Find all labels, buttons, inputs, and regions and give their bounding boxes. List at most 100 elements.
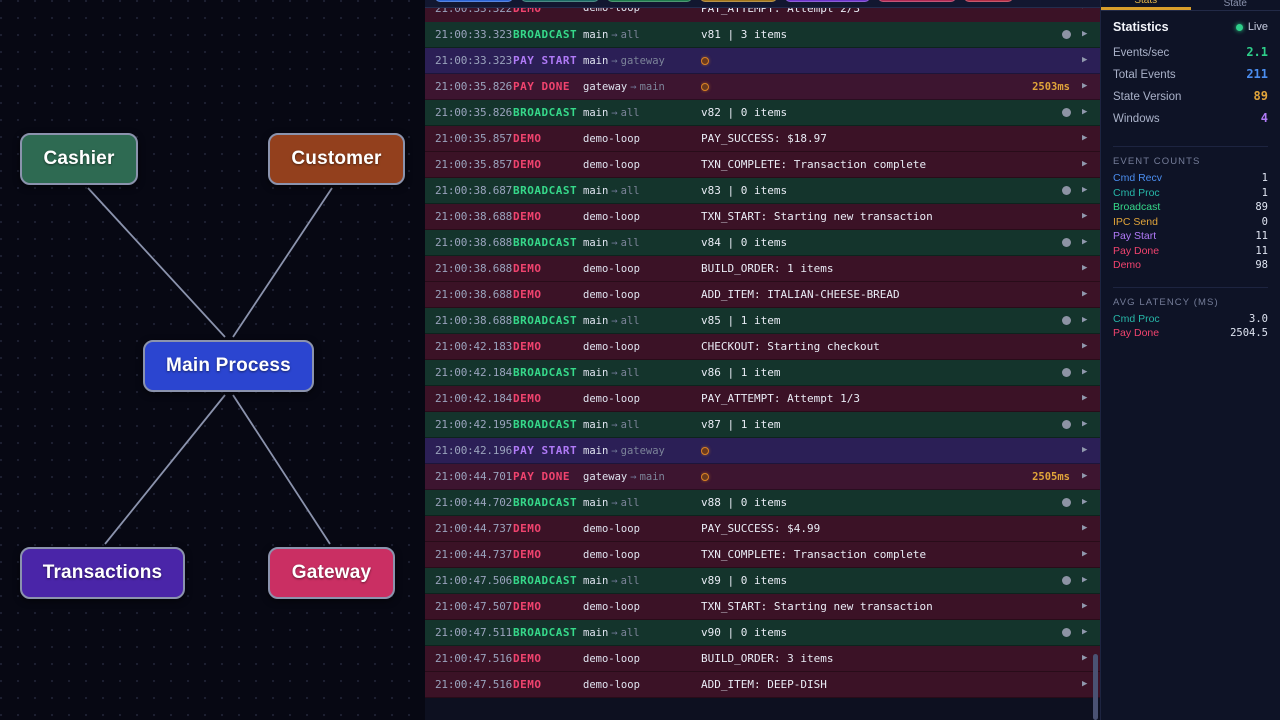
event-log-row[interactable]: 21:00:38.688 DEMO demo-loop BUILD_ORDER: 1 … bbox=[425, 256, 1100, 282]
expand-row-icon[interactable]: ▶ bbox=[1082, 107, 1088, 117]
event-log-row[interactable]: 21:00:42.195 BROADCAST main → all v87 | 1 ite… bbox=[425, 412, 1100, 438]
filter-chip-demo[interactable]: DEMO bbox=[964, 0, 1014, 2]
filter-chip-broadcast[interactable]: BROADCAST bbox=[606, 0, 692, 2]
event-log-row[interactable]: 21:00:33.323 BROADCAST main → all v81 | 3 ite… bbox=[425, 22, 1100, 48]
event-log-row[interactable]: 21:00:35.826 PAY DONE gateway → main 2503ms ▶ bbox=[425, 74, 1100, 100]
event-log-row[interactable]: 21:00:38.688 DEMO demo-loop ADD_ITEM: ITALI… bbox=[425, 282, 1100, 308]
expand-row-icon[interactable]: ▶ bbox=[1082, 549, 1088, 559]
expand-row-icon[interactable]: ▶ bbox=[1082, 341, 1088, 351]
latency-metric: Pay Done 2504.5 bbox=[1113, 327, 1268, 342]
event-log-row[interactable]: 21:00:38.687 BROADCAST main → all v83 | 0 ite… bbox=[425, 178, 1100, 204]
topology-node-customer[interactable]: Customer bbox=[268, 133, 405, 185]
log-scrollbar-thumb[interactable] bbox=[1093, 654, 1098, 720]
filter-chip-group[interactable]: CMD RECV CMD PROC BROADCAST IPC SEND PAY STA… bbox=[435, 0, 1014, 2]
event-log-row[interactable]: 21:00:47.516 DEMO demo-loop ADD_ITEM: DEEP-… bbox=[425, 672, 1100, 698]
event-log-row[interactable]: 21:00:47.507 DEMO demo-loop TXN_START: Star… bbox=[425, 594, 1100, 620]
filter-chip-cmd-proc[interactable]: CMD PROC bbox=[520, 0, 599, 2]
tab-stats[interactable]: Stats bbox=[1101, 0, 1191, 10]
event-log-row[interactable]: 21:00:33.323 PAY START main → gateway ▶ bbox=[425, 48, 1100, 74]
expand-row-icon[interactable]: ▶ bbox=[1082, 55, 1088, 65]
event-kind-badge: DEMO bbox=[513, 340, 542, 353]
state-snapshot-icon[interactable] bbox=[1062, 420, 1071, 429]
filter-chip-ipc-send[interactable]: IPC SEND bbox=[699, 0, 778, 2]
expand-row-icon[interactable]: ▶ bbox=[1082, 263, 1088, 273]
expand-row-icon[interactable]: ▶ bbox=[1082, 185, 1088, 195]
expand-row-icon[interactable]: ▶ bbox=[1082, 133, 1088, 143]
state-snapshot-icon[interactable] bbox=[1062, 576, 1071, 585]
state-snapshot-icon[interactable] bbox=[1062, 628, 1071, 637]
state-snapshot-icon[interactable] bbox=[1062, 498, 1071, 507]
event-log-row[interactable]: 21:00:33.322 DEMO demo-loop PAY_ATTEMPT: At… bbox=[425, 8, 1100, 22]
expand-row-icon[interactable]: ▶ bbox=[1082, 523, 1088, 533]
expand-row-icon[interactable]: ▶ bbox=[1082, 81, 1088, 91]
state-snapshot-icon[interactable] bbox=[1062, 30, 1071, 39]
event-log-row[interactable]: 21:00:42.184 DEMO demo-loop PAY_ATTEMPT: At… bbox=[425, 386, 1100, 412]
event-count-value: 98 bbox=[1255, 259, 1268, 271]
event-log-row[interactable]: 21:00:35.826 BROADCAST main → all v82 | 0 ite… bbox=[425, 100, 1100, 126]
expand-row-icon[interactable]: ▶ bbox=[1082, 29, 1088, 39]
expand-row-icon[interactable]: ▶ bbox=[1082, 237, 1088, 247]
event-log-row[interactable]: 21:00:42.184 BROADCAST main → all v86 | 1 ite… bbox=[425, 360, 1100, 386]
summary-metric: Windows 4 bbox=[1113, 111, 1268, 133]
state-snapshot-icon[interactable] bbox=[1062, 368, 1071, 377]
payment-coin-icon bbox=[701, 447, 709, 455]
summary-metrics-list: Events/sec 2.1 Total Events 211 State Versio… bbox=[1113, 45, 1268, 133]
expand-row-icon[interactable]: ▶ bbox=[1082, 289, 1088, 299]
event-log-rows[interactable]: 21:00:33.322 DEMO demo-loop PAY_ATTEMPT: At… bbox=[425, 8, 1100, 720]
expand-row-icon[interactable]: ▶ bbox=[1082, 393, 1088, 403]
event-log-row[interactable]: 21:00:38.688 DEMO demo-loop TXN_START: Star… bbox=[425, 204, 1100, 230]
event-route: main → all bbox=[583, 184, 640, 197]
expand-row-icon[interactable]: ▶ bbox=[1082, 575, 1088, 585]
expand-row-icon[interactable]: ▶ bbox=[1082, 627, 1088, 637]
process-topology-canvas[interactable]: Cashier Customer Main Process Transactions G… bbox=[0, 0, 425, 720]
topology-node-cashier[interactable]: Cashier bbox=[20, 133, 138, 185]
event-route: demo-loop bbox=[583, 158, 640, 171]
topology-node-gateway[interactable]: Gateway bbox=[268, 547, 395, 599]
expand-row-icon[interactable]: ▶ bbox=[1082, 8, 1094, 11]
filter-chip-pay-done[interactable]: PAY DONE bbox=[878, 0, 957, 2]
expand-row-icon[interactable]: ▶ bbox=[1082, 445, 1088, 455]
state-snapshot-icon[interactable] bbox=[1062, 316, 1071, 325]
event-kind-badge: DEMO bbox=[513, 548, 542, 561]
event-log-row[interactable]: 21:00:42.196 PAY START main → gateway ▶ bbox=[425, 438, 1100, 464]
filter-chip-pay-start[interactable]: PAY START bbox=[785, 0, 871, 2]
event-kind-badge: PAY START bbox=[513, 444, 578, 457]
filter-chip-cmd-recv[interactable]: CMD RECV bbox=[435, 0, 513, 2]
state-snapshot-icon[interactable] bbox=[1062, 238, 1071, 247]
expand-row-icon[interactable]: ▶ bbox=[1082, 367, 1088, 377]
expand-row-icon[interactable]: ▶ bbox=[1082, 471, 1088, 481]
event-filter-bar[interactable]: CMD RECV CMD PROC BROADCAST IPC SEND PAY STA… bbox=[425, 0, 1100, 8]
expand-row-icon[interactable]: ▶ bbox=[1082, 653, 1088, 663]
event-log-row[interactable]: 21:00:47.511 BROADCAST main → all v90 | 0 ite… bbox=[425, 620, 1100, 646]
event-log-row[interactable]: 21:00:44.737 DEMO demo-loop PAY_SUCCESS: $4… bbox=[425, 516, 1100, 542]
event-log-row[interactable]: 21:00:38.688 BROADCAST main → all v84 | 0 ite… bbox=[425, 230, 1100, 256]
expand-row-icon[interactable]: ▶ bbox=[1082, 601, 1088, 611]
tab-state[interactable]: State bbox=[1223, 0, 1247, 9]
event-log-row[interactable]: 21:00:42.183 DEMO demo-loop CHECKOUT: Start… bbox=[425, 334, 1100, 360]
expand-row-icon[interactable]: ▶ bbox=[1082, 679, 1088, 689]
state-snapshot-icon[interactable] bbox=[1062, 108, 1071, 117]
event-log-row[interactable]: 21:00:35.857 DEMO demo-loop PAY_SUCCESS: $1… bbox=[425, 126, 1100, 152]
event-payload: PAY_ATTEMPT: Attempt 1/3 bbox=[701, 392, 860, 405]
log-scrollbar[interactable] bbox=[1093, 0, 1099, 720]
state-snapshot-icon[interactable] bbox=[1062, 186, 1071, 195]
event-payload bbox=[701, 54, 1082, 67]
event-log-row[interactable]: 21:00:47.516 DEMO demo-loop BUILD_ORDER: 3 … bbox=[425, 646, 1100, 672]
summary-metric-value: 211 bbox=[1246, 67, 1268, 81]
statistics-tab-bar[interactable]: Stats State bbox=[1101, 0, 1280, 11]
topology-node-transactions[interactable]: Transactions bbox=[20, 547, 185, 599]
expand-row-icon[interactable]: ▶ bbox=[1082, 497, 1088, 507]
event-log-row[interactable]: 21:00:44.737 DEMO demo-loop TXN_COMPLETE: T… bbox=[425, 542, 1100, 568]
expand-row-icon[interactable]: ▶ bbox=[1082, 315, 1088, 325]
expand-row-icon[interactable]: ▶ bbox=[1082, 211, 1088, 221]
expand-row-icon[interactable]: ▶ bbox=[1082, 159, 1088, 169]
event-log-row[interactable]: 21:00:35.857 DEMO demo-loop TXN_COMPLETE: T… bbox=[425, 152, 1100, 178]
expand-row-icon[interactable]: ▶ bbox=[1082, 419, 1088, 429]
event-timestamp: 21:00:33.323 bbox=[435, 54, 513, 67]
event-log-row[interactable]: 21:00:38.688 BROADCAST main → all v85 | 1 ite… bbox=[425, 308, 1100, 334]
event-log-panel[interactable]: CMD RECV CMD PROC BROADCAST IPC SEND PAY STA… bbox=[425, 0, 1100, 720]
event-log-row[interactable]: 21:00:47.506 BROADCAST main → all v89 | 0 ite… bbox=[425, 568, 1100, 594]
event-log-row[interactable]: 21:00:44.702 BROADCAST main → all v88 | 0 ite… bbox=[425, 490, 1100, 516]
event-log-row[interactable]: 21:00:44.701 PAY DONE gateway → main 2505ms ▶ bbox=[425, 464, 1100, 490]
topology-node-main-process[interactable]: Main Process bbox=[143, 340, 314, 392]
